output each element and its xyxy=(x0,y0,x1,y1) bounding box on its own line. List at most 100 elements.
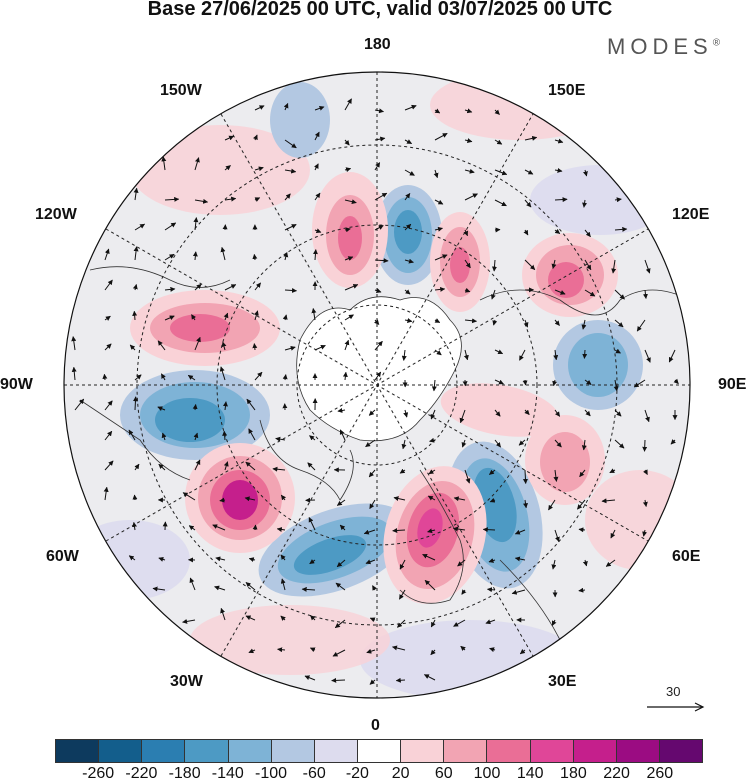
lon-label-90w: 90W xyxy=(0,376,33,393)
wind-vector-arrow xyxy=(401,349,407,361)
wind-vector-arrow xyxy=(104,400,113,411)
wind-vector-arrow xyxy=(224,165,231,171)
wind-vector-arrow xyxy=(309,559,316,565)
wind-vector-arrow xyxy=(492,319,498,326)
wind-vector-arrow xyxy=(463,349,469,361)
wind-vector-arrow xyxy=(332,649,346,657)
wind-vector-arrow xyxy=(583,169,588,177)
colorbar-tick-label: -260 xyxy=(82,765,115,782)
wind-vector-arrow xyxy=(132,310,138,321)
lon-label-30e: 30E xyxy=(548,673,577,690)
wind-vector-arrow xyxy=(423,674,436,681)
wind-vector-arrow xyxy=(642,499,648,507)
wind-vector-arrow xyxy=(245,615,256,621)
wind-vector-arrow xyxy=(518,439,526,446)
wind-vector-arrow xyxy=(339,429,346,441)
wind-vector-arrow xyxy=(308,517,316,531)
wind-vector-arrow xyxy=(244,496,256,502)
wind-vector-arrow xyxy=(374,371,382,381)
wind-vector-arrow xyxy=(344,199,357,205)
wind-vector-arrow xyxy=(194,283,202,291)
lon-label-120e: 120E xyxy=(672,206,710,223)
wind-vector-arrow xyxy=(610,529,616,539)
wind-vector-arrow xyxy=(314,105,325,111)
wind-vector-arrow xyxy=(104,248,110,261)
wind-vector-arrow xyxy=(434,318,441,323)
brand-name: MODES xyxy=(607,34,713,59)
wind-vector-arrow xyxy=(433,169,439,179)
wind-vector-arrow xyxy=(614,226,628,232)
registered-mark: ® xyxy=(712,37,721,49)
wind-vector-arrow xyxy=(188,525,196,531)
wind-vector-arrow xyxy=(313,163,319,171)
wind-vector-arrow xyxy=(220,607,226,621)
wind-vector-arrow xyxy=(282,374,288,381)
lon-label-0: 0 xyxy=(371,717,380,734)
wind-vector-arrow xyxy=(193,432,199,441)
wind-vector-arrow xyxy=(222,401,228,411)
wind-vector-arrow xyxy=(404,169,415,176)
wind-vector-arrow xyxy=(369,617,376,623)
wind-vector-arrow xyxy=(581,439,587,451)
colorbar-segment xyxy=(185,740,229,762)
wind-vector-arrow xyxy=(363,529,376,535)
wind-vector-arrow xyxy=(103,486,109,501)
wind-vector-arrow xyxy=(284,345,296,351)
lon-label-60w: 60W xyxy=(46,548,79,565)
wind-vector-arrow xyxy=(128,429,136,441)
wind-vector-arrow xyxy=(431,379,437,392)
wind-vector-arrow xyxy=(280,554,286,561)
wind-vector-arrow xyxy=(374,162,381,171)
colorbar-segment xyxy=(142,740,186,762)
wind-vector-arrow xyxy=(614,409,622,417)
colorbar-tick-label: -20 xyxy=(345,765,369,782)
wind-vector-arrow xyxy=(427,495,436,501)
wind-vector-arrow xyxy=(463,229,468,237)
wind-vector-arrow xyxy=(344,227,351,233)
wind-vector-arrow xyxy=(245,461,256,471)
wind-vector-arrow xyxy=(424,579,436,591)
wind-vector-arrow xyxy=(524,409,530,415)
wind-vector-arrow xyxy=(494,169,508,176)
wind-vector-arrow xyxy=(464,168,475,174)
wind-vector-arrow xyxy=(642,289,648,299)
wind-vector-arrow xyxy=(283,252,289,261)
colorbar-segment xyxy=(487,740,531,762)
wind-vector-arrow xyxy=(522,469,528,484)
wind-vector-arrow xyxy=(365,559,376,565)
wind-vector-arrow xyxy=(164,253,175,261)
wind-vector-arrow xyxy=(214,585,226,591)
wind-vector-arrow xyxy=(164,196,180,202)
colorbar xyxy=(55,739,703,763)
wind-vector-arrow xyxy=(192,404,198,411)
wind-vector-arrow xyxy=(254,282,261,291)
wind-vector-arrow xyxy=(523,319,529,328)
wind-vector-arrow xyxy=(488,558,496,563)
wind-vector-arrow xyxy=(494,199,507,207)
wind-vector-arrow xyxy=(584,259,592,271)
wind-vector-arrow xyxy=(668,349,676,363)
wind-vector-arrow xyxy=(393,496,406,502)
wind-vector-arrow xyxy=(157,340,166,351)
wind-vector-arrow xyxy=(182,618,196,624)
wind-vector-arrow xyxy=(104,279,113,291)
wind-vector-arrow xyxy=(642,529,648,537)
wind-vector-arrow xyxy=(609,468,616,474)
graticule xyxy=(64,72,690,698)
wind-vector-arrow xyxy=(132,284,138,291)
wind-vector-arrow xyxy=(514,556,526,562)
wind-vector-arrow xyxy=(344,314,354,321)
wind-vector-arrow xyxy=(219,497,226,503)
wind-vector-arrow xyxy=(457,559,466,567)
wind-vector-arrow xyxy=(252,524,258,531)
wind-vector-arrow xyxy=(464,259,471,269)
wind-vector-arrow xyxy=(554,439,562,448)
colorbar-segment xyxy=(530,740,574,762)
wind-vector-arrow xyxy=(464,108,473,114)
wind-vector-arrow xyxy=(464,138,473,144)
wind-vector-arrow xyxy=(132,521,137,531)
wind-vector-arrow xyxy=(194,459,201,471)
wind-vector-arrow xyxy=(584,289,596,297)
colorbar-segment xyxy=(99,740,143,762)
wind-vector-arrow xyxy=(494,409,501,417)
